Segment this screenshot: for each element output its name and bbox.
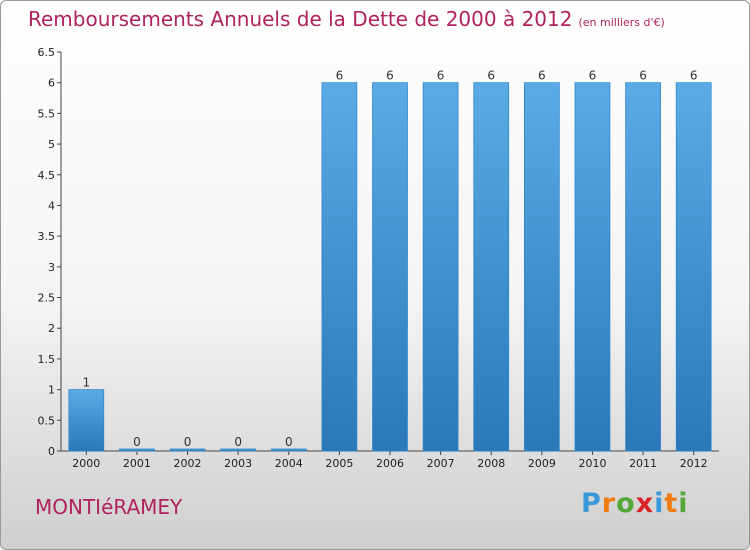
x-tick-label: 2002 bbox=[174, 457, 202, 470]
bar-value-label: 6 bbox=[386, 69, 394, 83]
bar bbox=[321, 82, 358, 452]
bar-value-label: 0 bbox=[184, 435, 192, 449]
logo-letter: x bbox=[635, 488, 655, 519]
y-tick-label: 4 bbox=[48, 199, 55, 212]
x-tick-label: 2000 bbox=[72, 457, 100, 470]
bar-value-label: 0 bbox=[133, 435, 141, 449]
bar-value-label: 6 bbox=[538, 69, 546, 83]
bar-value-label: 6 bbox=[487, 69, 495, 83]
bar bbox=[68, 389, 105, 452]
chart-title-text: Remboursements Annuels de la Dette de 20… bbox=[28, 7, 573, 31]
logo-letter: o bbox=[616, 488, 636, 519]
y-tick-label: 5.5 bbox=[38, 107, 56, 120]
x-tick-label: 2003 bbox=[224, 457, 252, 470]
bar-value-label: 6 bbox=[589, 69, 597, 83]
y-tick-label: 5 bbox=[48, 138, 55, 151]
y-tick-label: 2.5 bbox=[38, 292, 56, 305]
bar-value-label: 6 bbox=[336, 69, 344, 83]
x-tick-label: 2008 bbox=[477, 457, 505, 470]
chart-title: Remboursements Annuels de la Dette de 20… bbox=[28, 7, 665, 31]
proxiti-logo: Proxiti bbox=[581, 488, 689, 519]
logo-letter: i bbox=[678, 488, 689, 519]
bar-value-label: 6 bbox=[437, 69, 445, 83]
logo-letter: t bbox=[664, 488, 679, 519]
y-tick-label: 6 bbox=[48, 77, 55, 90]
x-tick-label: 2011 bbox=[629, 457, 657, 470]
y-tick-label: 1.5 bbox=[38, 353, 56, 366]
bar bbox=[372, 82, 408, 452]
bar-value-label: 6 bbox=[690, 69, 698, 83]
bar-value-label: 6 bbox=[639, 69, 647, 83]
x-tick-label: 2007 bbox=[427, 457, 455, 470]
x-tick-label: 2010 bbox=[578, 457, 606, 470]
x-tick-label: 2012 bbox=[680, 457, 708, 470]
bar bbox=[220, 448, 257, 452]
y-tick-label: 3 bbox=[48, 261, 55, 274]
bar bbox=[119, 448, 155, 452]
bar bbox=[675, 82, 712, 452]
logo-letter: r bbox=[601, 488, 617, 519]
bar-value-label: 0 bbox=[285, 435, 293, 449]
x-tick-label: 2006 bbox=[376, 457, 404, 470]
x-tick-label: 2001 bbox=[123, 457, 151, 470]
bar-value-label: 0 bbox=[234, 435, 242, 449]
logo-letter: P bbox=[581, 488, 602, 519]
y-tick-label: 3.5 bbox=[38, 230, 56, 243]
x-tick-label: 2005 bbox=[325, 457, 353, 470]
bar bbox=[422, 82, 459, 452]
y-tick-label: 6.5 bbox=[38, 46, 56, 59]
y-tick-label: 0 bbox=[48, 445, 55, 458]
y-tick-label: 1 bbox=[48, 384, 55, 397]
bar bbox=[473, 82, 510, 452]
commune-name: MONTIéRAMEY bbox=[35, 495, 183, 519]
y-tick-label: 0.5 bbox=[38, 414, 56, 427]
x-tick-label: 2004 bbox=[275, 457, 303, 470]
bar bbox=[625, 82, 661, 452]
chart-unit: (en milliers d'€) bbox=[578, 16, 665, 29]
y-tick-label: 4.5 bbox=[38, 169, 56, 182]
bar bbox=[270, 448, 307, 452]
x-tick-label: 2009 bbox=[528, 457, 556, 470]
bar bbox=[169, 448, 206, 452]
bar bbox=[574, 82, 611, 452]
bar-value-label: 1 bbox=[82, 376, 90, 390]
y-tick-label: 2 bbox=[48, 322, 55, 335]
bar bbox=[523, 82, 560, 452]
logo-letter: i bbox=[654, 488, 665, 519]
